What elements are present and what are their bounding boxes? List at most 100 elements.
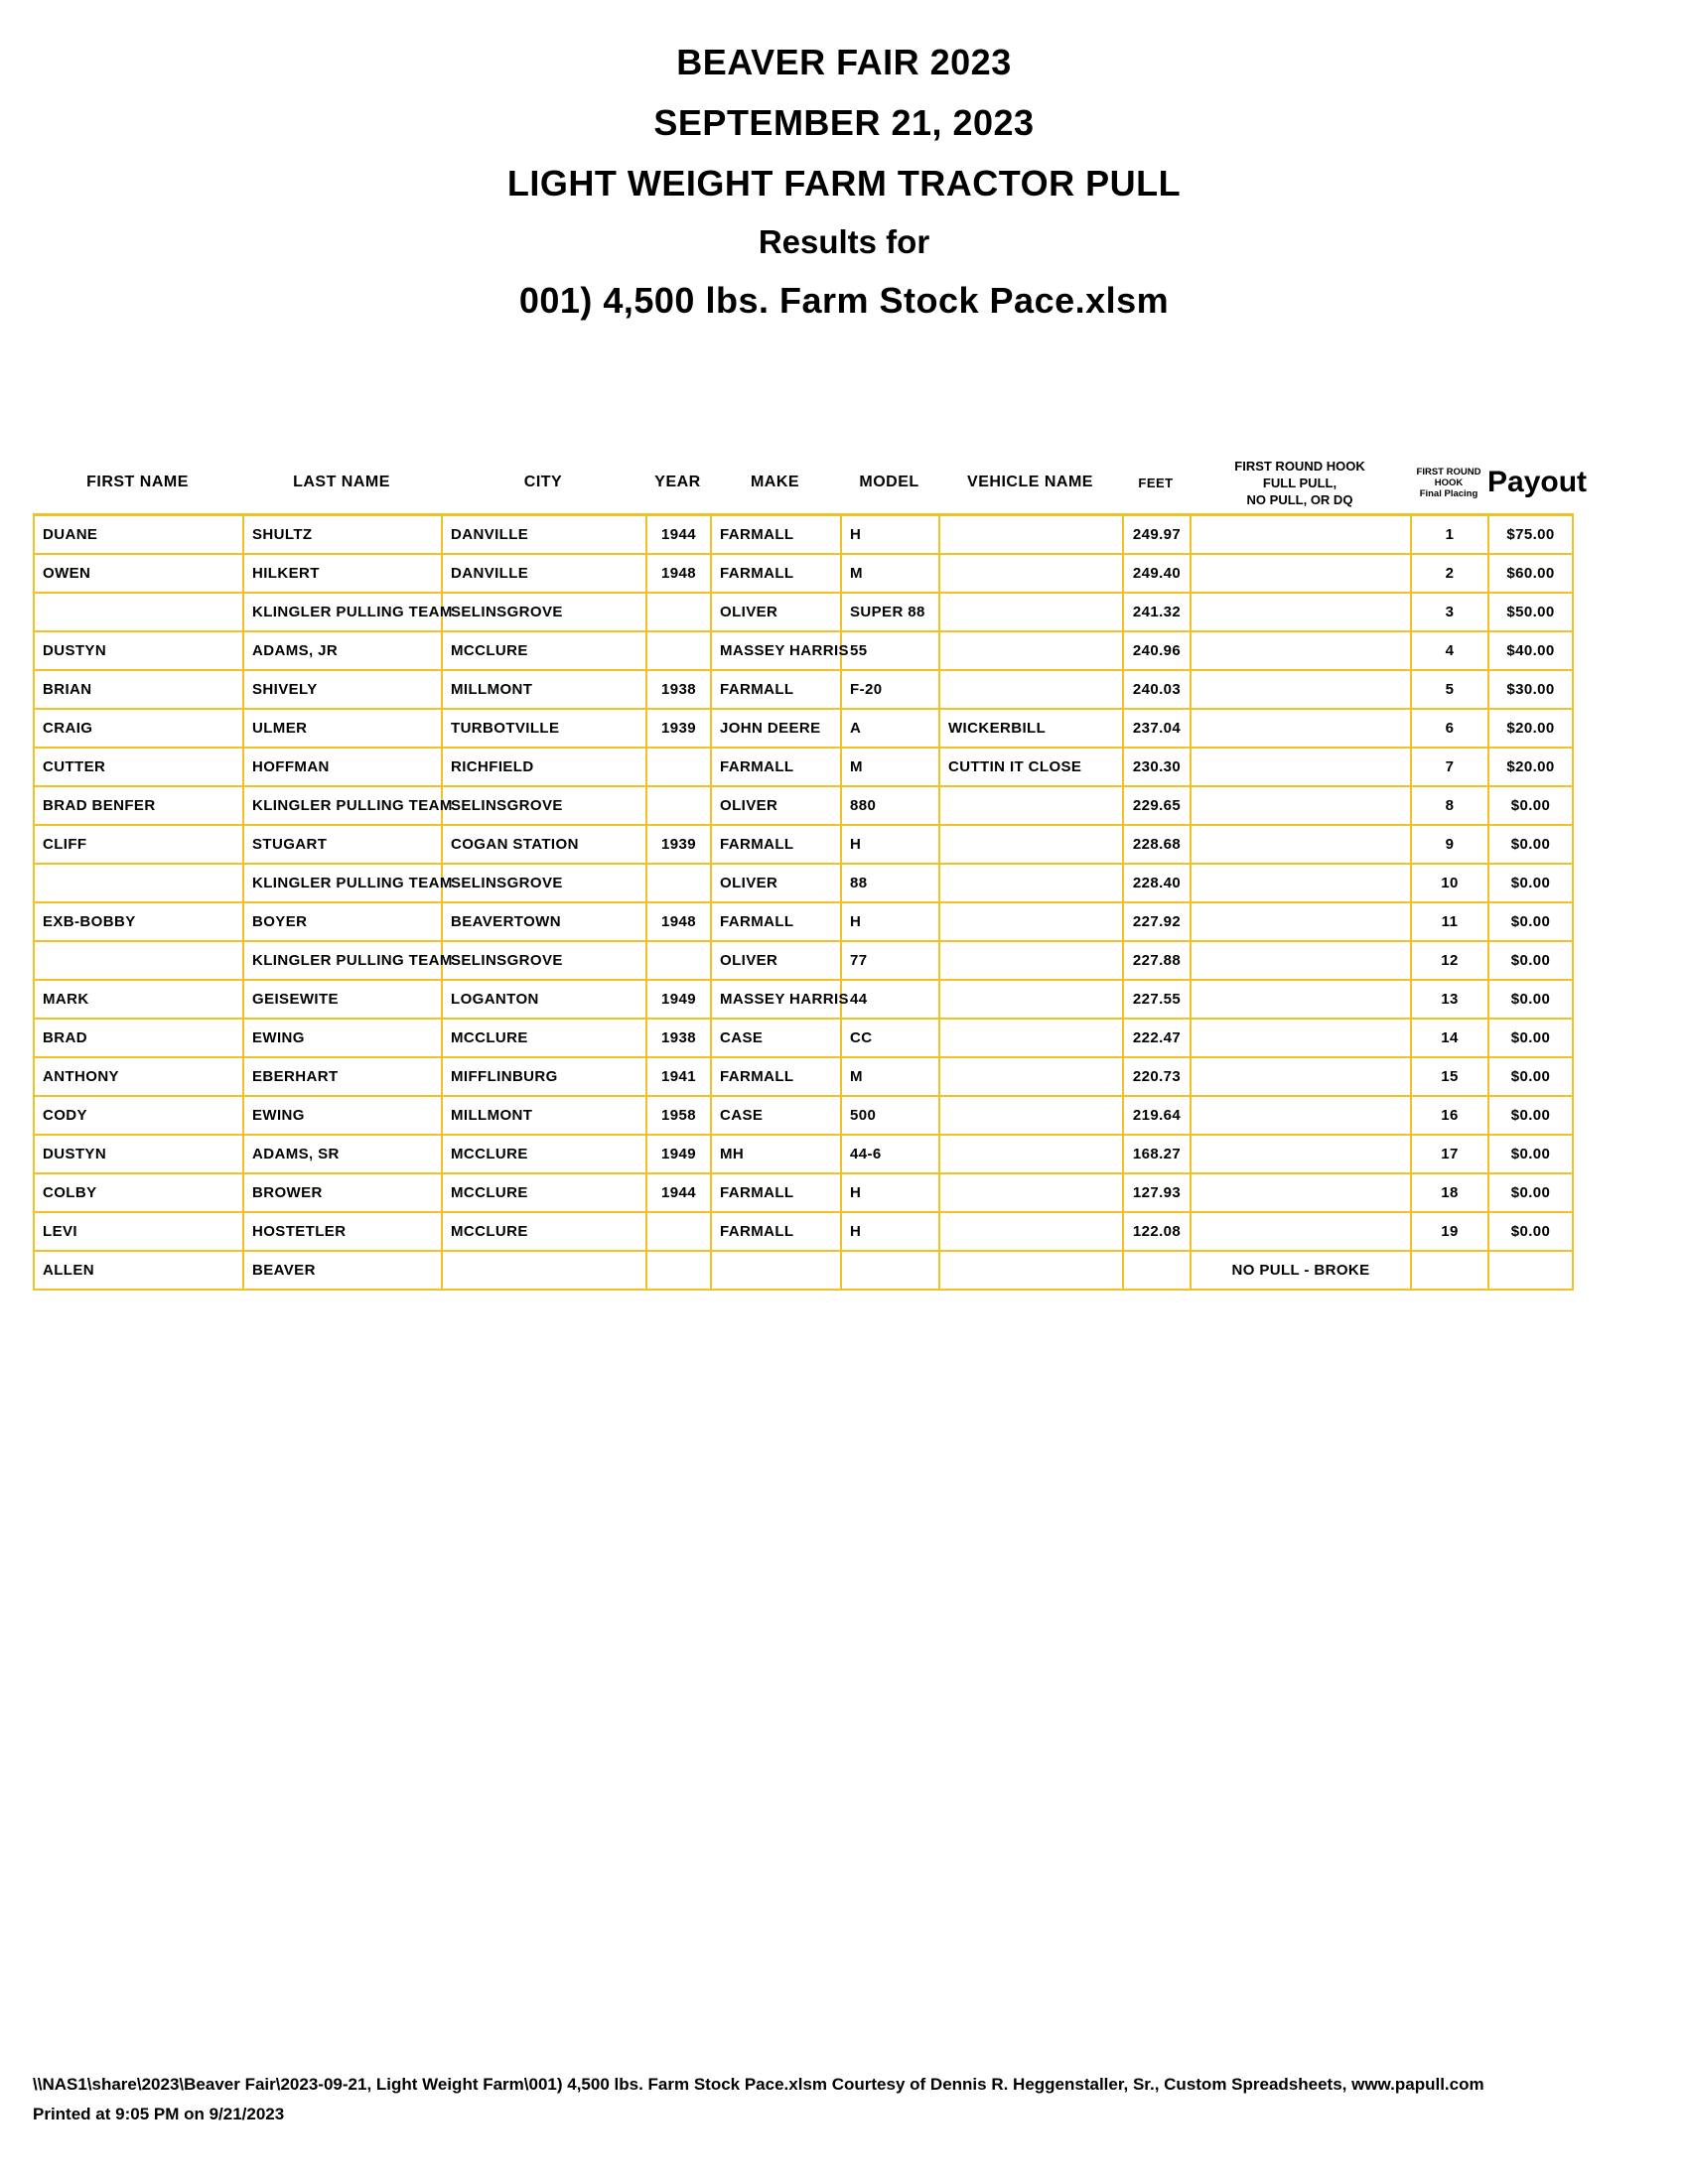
cell-model: [842, 1252, 940, 1291]
cell-model: 500: [842, 1097, 940, 1136]
cell-hook: [1192, 903, 1412, 942]
cell-vehicle-name: [940, 671, 1124, 710]
cell-placing: 19: [1412, 1213, 1489, 1252]
cell-payout: $0.00: [1489, 1020, 1574, 1058]
cell-feet: 237.04: [1124, 710, 1192, 749]
cell-last-name: BEAVER: [244, 1252, 443, 1291]
cell-last-name: BOYER: [244, 903, 443, 942]
cell-city: MCCLURE: [443, 1020, 647, 1058]
event-class-title: LIGHT WEIGHT FARM TRACTOR PULL: [506, 163, 1182, 204]
cell-hook: NO PULL - BROKE: [1192, 1252, 1412, 1291]
cell-model: H: [842, 826, 940, 865]
header-placing-line-3: Final Placing: [1419, 487, 1478, 499]
cell-hook: [1192, 671, 1412, 710]
cell-last-name: STUGART: [244, 826, 443, 865]
cell-first-name: LEVI: [35, 1213, 244, 1252]
cell-placing: 2: [1412, 555, 1489, 594]
header-final-placing: FIRST ROUND HOOK Final Placing: [1410, 467, 1487, 499]
cell-last-name: ADAMS, JR: [244, 632, 443, 671]
cell-payout: $30.00: [1489, 671, 1574, 710]
cell-vehicle-name: [940, 1020, 1124, 1058]
cell-first-name: DUSTYN: [35, 1136, 244, 1174]
cell-last-name: HOFFMAN: [244, 749, 443, 787]
cell-first-name: CRAIG: [35, 710, 244, 749]
cell-first-name: MARK: [35, 981, 244, 1020]
cell-year: [647, 1213, 712, 1252]
cell-feet: 222.47: [1124, 1020, 1192, 1058]
cell-vehicle-name: [940, 555, 1124, 594]
cell-make: MH: [712, 1136, 842, 1174]
header-payout: Payout: [1487, 466, 1588, 498]
cell-city: MILLMONT: [443, 671, 647, 710]
cell-city: SELINSGROVE: [443, 865, 647, 903]
cell-feet: 240.96: [1124, 632, 1192, 671]
cell-model: M: [842, 1058, 940, 1097]
cell-make: [712, 1252, 842, 1291]
cell-feet: 127.93: [1124, 1174, 1192, 1213]
cell-placing: 18: [1412, 1174, 1489, 1213]
cell-hook: [1192, 555, 1412, 594]
cell-last-name: ULMER: [244, 710, 443, 749]
cell-city: SELINSGROVE: [443, 594, 647, 632]
cell-vehicle-name: [940, 1252, 1124, 1291]
cell-model: 77: [842, 942, 940, 981]
cell-year: 1944: [647, 516, 712, 555]
cell-vehicle-name: [940, 1097, 1124, 1136]
cell-year: 1938: [647, 1020, 712, 1058]
report-title-block: BEAVER FAIR 2023 SEPTEMBER 21, 2023 LIGH…: [0, 32, 1688, 331]
cell-city: MIFFLINBURG: [443, 1058, 647, 1097]
cell-vehicle-name: [940, 903, 1124, 942]
table-header-row: FIRST NAME LAST NAME CITY YEAR MAKE MODE…: [33, 447, 1588, 518]
cell-vehicle-name: [940, 1213, 1124, 1252]
cell-model: 55: [842, 632, 940, 671]
cell-city: SELINSGROVE: [443, 787, 647, 826]
cell-payout: $0.00: [1489, 787, 1574, 826]
cell-payout: $40.00: [1489, 632, 1574, 671]
cell-year: 1958: [647, 1097, 712, 1136]
cell-first-name: ANTHONY: [35, 1058, 244, 1097]
cell-make: JOHN DEERE: [712, 710, 842, 749]
header-hook-line-2: FULL PULL,: [1262, 475, 1337, 490]
cell-year: [647, 1252, 712, 1291]
cell-city: MCCLURE: [443, 1174, 647, 1213]
cell-model: CC: [842, 1020, 940, 1058]
header-hook-line-1: FIRST ROUND HOOK: [1234, 458, 1365, 474]
cell-placing: 12: [1412, 942, 1489, 981]
cell-model: 880: [842, 787, 940, 826]
cell-placing: 6: [1412, 710, 1489, 749]
cell-first-name: CUTTER: [35, 749, 244, 787]
cell-model: H: [842, 1213, 940, 1252]
cell-payout: $0.00: [1489, 981, 1574, 1020]
cell-first-name: BRAD: [35, 1020, 244, 1058]
cell-placing: 17: [1412, 1136, 1489, 1174]
cell-payout: $50.00: [1489, 594, 1574, 632]
cell-placing: 13: [1412, 981, 1489, 1020]
cell-year: [647, 749, 712, 787]
cell-first-name: [35, 865, 244, 903]
cell-vehicle-name: [940, 787, 1124, 826]
cell-model: 44: [842, 981, 940, 1020]
cell-hook: [1192, 981, 1412, 1020]
cell-placing: 10: [1412, 865, 1489, 903]
cell-last-name: KLINGLER PULLING TEAM: [244, 594, 452, 632]
cell-year: 1939: [647, 710, 712, 749]
header-year: YEAR: [654, 474, 701, 490]
cell-hook: [1192, 1097, 1412, 1136]
cell-first-name: [35, 942, 244, 981]
cell-feet: 227.92: [1124, 903, 1192, 942]
cell-placing: 5: [1412, 671, 1489, 710]
cell-first-name: COLBY: [35, 1174, 244, 1213]
cell-hook: [1192, 1020, 1412, 1058]
cell-hook: [1192, 865, 1412, 903]
cell-year: 1939: [647, 826, 712, 865]
cell-first-name: DUSTYN: [35, 632, 244, 671]
cell-feet: 240.03: [1124, 671, 1192, 710]
cell-first-name: CODY: [35, 1097, 244, 1136]
cell-payout: $0.00: [1489, 1097, 1574, 1136]
cell-placing: 4: [1412, 632, 1489, 671]
cell-payout: $0.00: [1489, 865, 1574, 903]
header-feet: FEET: [1138, 475, 1174, 490]
cell-placing: [1412, 1252, 1489, 1291]
cell-model: 88: [842, 865, 940, 903]
